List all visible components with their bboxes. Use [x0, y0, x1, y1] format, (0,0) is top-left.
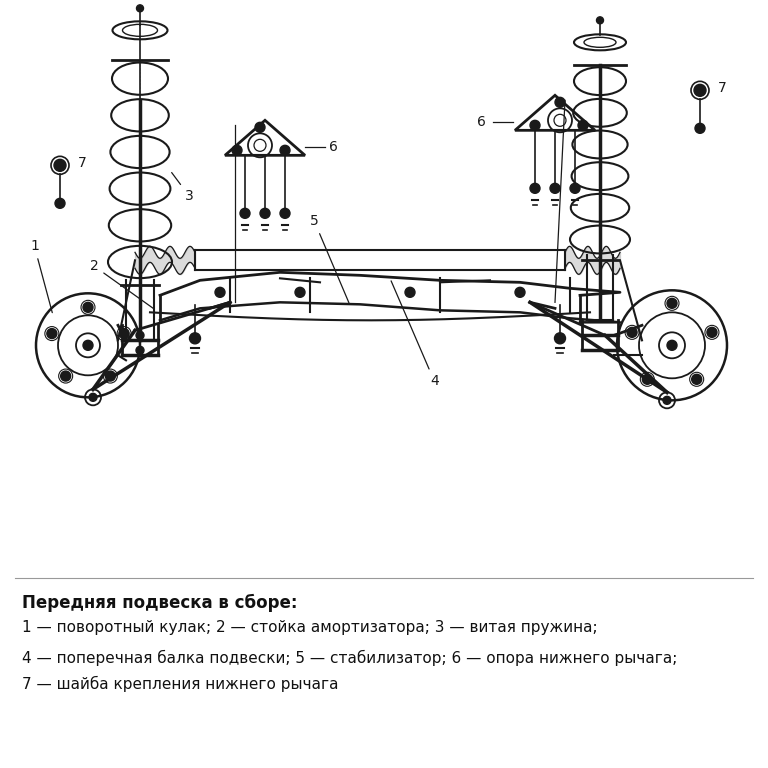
Circle shape [255, 122, 265, 132]
Circle shape [55, 198, 65, 208]
Circle shape [642, 374, 652, 384]
Text: 5: 5 [310, 214, 349, 303]
Circle shape [89, 393, 97, 402]
Circle shape [405, 287, 415, 297]
Circle shape [47, 329, 57, 339]
Text: 7 — шайба крепления нижнего рычага: 7 — шайба крепления нижнего рычага [22, 676, 339, 692]
Circle shape [295, 287, 305, 297]
Circle shape [530, 121, 540, 131]
Text: 6: 6 [329, 141, 338, 154]
Circle shape [119, 329, 129, 339]
Circle shape [707, 327, 717, 337]
Circle shape [627, 327, 637, 337]
Circle shape [280, 208, 290, 218]
Circle shape [137, 5, 144, 12]
Circle shape [555, 98, 565, 108]
Circle shape [83, 340, 93, 350]
Circle shape [692, 374, 702, 384]
Circle shape [694, 84, 706, 96]
Circle shape [554, 333, 565, 344]
Circle shape [54, 159, 66, 171]
Circle shape [667, 340, 677, 350]
Circle shape [597, 17, 604, 24]
Circle shape [280, 145, 290, 155]
Circle shape [136, 346, 144, 354]
Circle shape [667, 298, 677, 308]
Text: 7: 7 [718, 81, 727, 95]
Circle shape [232, 145, 242, 155]
Circle shape [105, 371, 115, 381]
Circle shape [663, 396, 671, 404]
Text: 2: 2 [90, 260, 154, 309]
Circle shape [240, 208, 250, 218]
Circle shape [136, 331, 144, 339]
Circle shape [695, 124, 705, 134]
Text: 7: 7 [78, 157, 87, 170]
Circle shape [530, 184, 540, 194]
Text: 4: 4 [391, 281, 439, 389]
Text: 4 — поперечная балка подвески; 5 — стабилизатор; 6 — опора нижнего рычага;: 4 — поперечная балка подвески; 5 — стаби… [22, 650, 677, 666]
Circle shape [190, 333, 200, 344]
Circle shape [83, 303, 93, 313]
Circle shape [550, 184, 560, 194]
Circle shape [215, 287, 225, 297]
Circle shape [61, 371, 71, 381]
Text: Передняя подвеска в сборе:: Передняя подвеска в сборе: [22, 594, 297, 612]
Text: 6: 6 [477, 115, 485, 129]
Circle shape [570, 184, 580, 194]
Circle shape [260, 208, 270, 218]
Text: 1 — поворотный кулак; 2 — стойка амортизатора; 3 — витая пружина;: 1 — поворотный кулак; 2 — стойка амортиз… [22, 620, 598, 635]
Circle shape [578, 121, 588, 131]
Text: 1: 1 [30, 240, 52, 313]
Circle shape [515, 287, 525, 297]
Text: 3: 3 [172, 173, 194, 204]
